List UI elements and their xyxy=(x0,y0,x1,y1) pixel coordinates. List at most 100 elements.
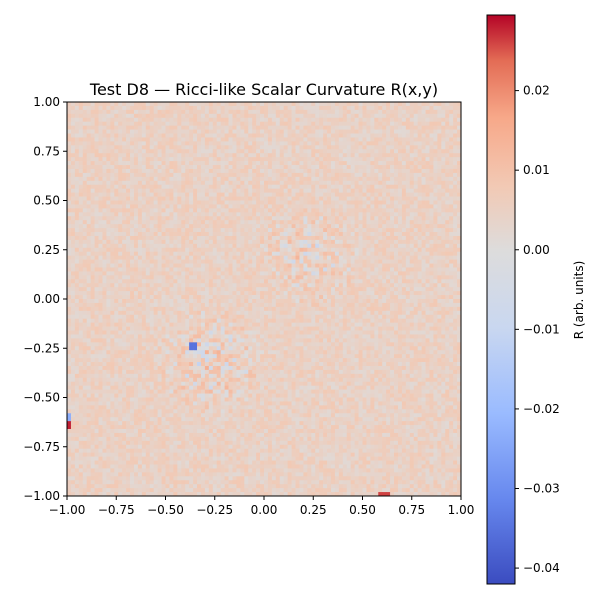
heatmap-cell xyxy=(327,208,332,213)
heatmap-cell xyxy=(358,109,363,115)
heatmap-cell xyxy=(378,172,383,178)
heatmap-cell xyxy=(386,263,391,268)
heatmap-cell xyxy=(220,275,225,280)
heatmap-cell xyxy=(437,168,442,174)
heatmap-cell xyxy=(78,188,84,193)
heatmap-cell xyxy=(287,133,292,138)
heatmap-cell xyxy=(303,235,308,241)
heatmap-cell xyxy=(338,263,344,268)
heatmap-cell xyxy=(311,102,316,107)
heatmap-cell xyxy=(252,157,257,162)
heatmap-cell xyxy=(86,133,91,138)
heatmap-cell xyxy=(232,145,237,150)
heatmap-cell xyxy=(177,239,182,245)
heatmap-cell xyxy=(374,145,379,150)
heatmap-cell xyxy=(271,117,277,123)
heatmap-cell xyxy=(212,251,218,257)
heatmap-cell xyxy=(110,271,115,276)
heatmap-cell xyxy=(362,109,367,115)
heatmap-cell xyxy=(338,121,344,126)
heatmap-cell xyxy=(82,161,88,166)
heatmap-cell xyxy=(82,232,88,237)
heatmap-cell xyxy=(334,243,340,249)
heatmap-cell xyxy=(189,168,194,174)
heatmap-cell xyxy=(86,255,91,260)
heatmap-cell xyxy=(338,235,344,241)
heatmap-cell xyxy=(409,235,415,241)
heatmap-cell xyxy=(133,133,139,138)
heatmap-cell xyxy=(315,200,320,205)
heatmap-cell xyxy=(374,161,379,166)
heatmap-cell xyxy=(354,267,359,272)
heatmap-cell xyxy=(334,184,340,190)
heatmap-cell xyxy=(307,279,312,284)
heatmap-cell xyxy=(90,295,95,300)
heatmap-cell xyxy=(90,283,95,288)
heatmap-cell xyxy=(78,271,84,276)
heatmap-cell xyxy=(386,247,391,253)
heatmap-cell xyxy=(177,176,182,182)
heatmap-cell xyxy=(417,220,422,225)
heatmap-cell xyxy=(98,232,103,237)
heatmap-cell xyxy=(394,216,399,221)
heatmap-cell xyxy=(82,188,88,193)
heatmap-cell xyxy=(126,232,131,237)
heatmap-cell xyxy=(303,271,308,276)
heatmap-cell xyxy=(260,196,265,201)
heatmap-cell xyxy=(413,117,419,123)
heatmap-cell xyxy=(453,117,458,123)
heatmap-cell xyxy=(267,239,273,245)
heatmap-cell xyxy=(441,204,446,209)
heatmap-cell xyxy=(437,165,442,170)
heatmap-cell xyxy=(137,141,143,146)
heatmap-cell xyxy=(173,263,178,268)
heatmap-cell xyxy=(232,235,237,241)
heatmap-cell xyxy=(338,279,344,284)
heatmap-cell xyxy=(397,295,403,300)
heatmap-cell xyxy=(74,105,80,111)
heatmap-cell xyxy=(248,291,253,296)
heatmap-cell xyxy=(283,239,288,245)
heatmap-cell xyxy=(354,216,359,221)
heatmap-cell xyxy=(240,184,245,190)
heatmap-cell xyxy=(362,105,367,111)
heatmap-cell xyxy=(417,153,422,158)
heatmap-cell xyxy=(433,102,438,107)
heatmap-cell xyxy=(417,102,422,107)
heatmap-cell xyxy=(236,291,241,296)
heatmap-cell xyxy=(130,271,135,276)
heatmap-cell xyxy=(417,129,422,134)
heatmap-cell xyxy=(244,196,249,201)
heatmap-cell xyxy=(78,228,84,233)
heatmap-cell xyxy=(157,188,162,193)
heatmap-cell xyxy=(153,137,158,142)
heatmap-cell xyxy=(323,255,328,260)
heatmap-cell xyxy=(409,133,415,138)
heatmap-cell xyxy=(449,220,454,225)
heatmap-cell xyxy=(338,295,344,300)
heatmap-cell xyxy=(244,117,249,123)
heatmap-cell xyxy=(386,172,391,178)
heatmap-cell xyxy=(200,102,206,107)
heatmap-cell xyxy=(102,102,107,107)
heatmap-cell xyxy=(275,235,281,241)
heatmap-cell xyxy=(94,200,99,205)
heatmap-cell xyxy=(200,243,206,249)
heatmap-cell xyxy=(126,133,131,138)
heatmap-cell xyxy=(342,129,348,134)
heatmap-cell xyxy=(208,247,214,253)
heatmap-cell xyxy=(279,291,285,296)
heatmap-cell xyxy=(204,149,210,154)
heatmap-cell xyxy=(327,279,332,284)
heatmap-cell xyxy=(358,220,363,225)
heatmap-cell xyxy=(307,165,312,170)
heatmap-cell xyxy=(287,192,292,197)
heatmap-cell xyxy=(275,129,281,134)
heatmap-cell xyxy=(279,145,285,150)
heatmap-cell xyxy=(67,224,72,229)
heatmap-cell xyxy=(382,137,387,142)
heatmap-cell xyxy=(252,271,257,276)
heatmap-cell xyxy=(330,235,336,241)
heatmap-cell xyxy=(401,105,407,111)
heatmap-cell xyxy=(327,121,332,126)
